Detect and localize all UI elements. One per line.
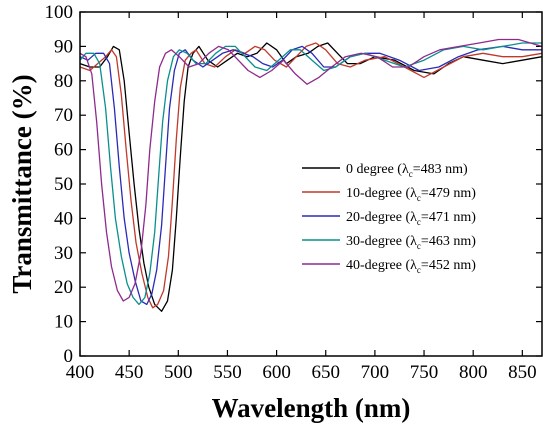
x-tick-label: 700 bbox=[361, 362, 390, 383]
y-tick-label: 90 bbox=[54, 36, 73, 57]
legend-label-1: 10-degree (λc=479 nm) bbox=[346, 186, 476, 203]
y-axis-title: Transmittance (%) bbox=[7, 74, 37, 293]
x-tick-label: 650 bbox=[311, 362, 340, 383]
x-tick-label: 750 bbox=[410, 362, 439, 383]
y-tick-label: 50 bbox=[54, 174, 73, 195]
y-tick-label: 30 bbox=[54, 243, 73, 264]
legend: 0 degree (λc=483 nm) 10-degree (λc=479 nm… bbox=[302, 162, 476, 275]
x-tick-label: 850 bbox=[508, 362, 537, 383]
y-tick-label: 10 bbox=[54, 312, 73, 333]
axis-ticks bbox=[79, 11, 542, 357]
series-line-3 bbox=[79, 42, 542, 306]
series-line-1 bbox=[79, 42, 543, 309]
y-tick-label: 80 bbox=[54, 71, 73, 92]
series-line-0 bbox=[79, 42, 543, 312]
series-line-2 bbox=[79, 45, 542, 306]
plot-frame bbox=[79, 11, 543, 357]
y-tick-label: 100 bbox=[45, 2, 74, 23]
y-tick-label: 60 bbox=[54, 140, 73, 161]
legend-label-0: 0 degree (λc=483 nm) bbox=[346, 162, 468, 179]
legend-label-2: 20-degree (λc=471 nm) bbox=[346, 210, 476, 227]
series-lines bbox=[79, 38, 543, 312]
x-axis-title: Wavelength (nm) bbox=[212, 393, 411, 423]
y-tick-label: 20 bbox=[54, 277, 73, 298]
x-tick-label: 450 bbox=[115, 362, 144, 383]
x-tick-label: 600 bbox=[262, 362, 291, 383]
x-tick-label: 500 bbox=[164, 362, 193, 383]
y-tick-label: 70 bbox=[54, 105, 73, 126]
series-line-4 bbox=[79, 38, 543, 302]
x-tick-label: 550 bbox=[213, 362, 242, 383]
y-tick-label: 40 bbox=[54, 208, 73, 229]
x-tick-label: 400 bbox=[66, 362, 95, 383]
x-tick-label: 800 bbox=[459, 362, 488, 383]
y-tick-label: 0 bbox=[64, 346, 74, 367]
tick-labels: 400 450 500 550 600 650 700 750 800 850 0 10 20 30 40 5… bbox=[45, 2, 537, 383]
legend-label-3: 30-degree (λc=463 nm) bbox=[346, 234, 476, 251]
legend-label-4: 40-degree (λc=452 nm) bbox=[346, 258, 476, 275]
